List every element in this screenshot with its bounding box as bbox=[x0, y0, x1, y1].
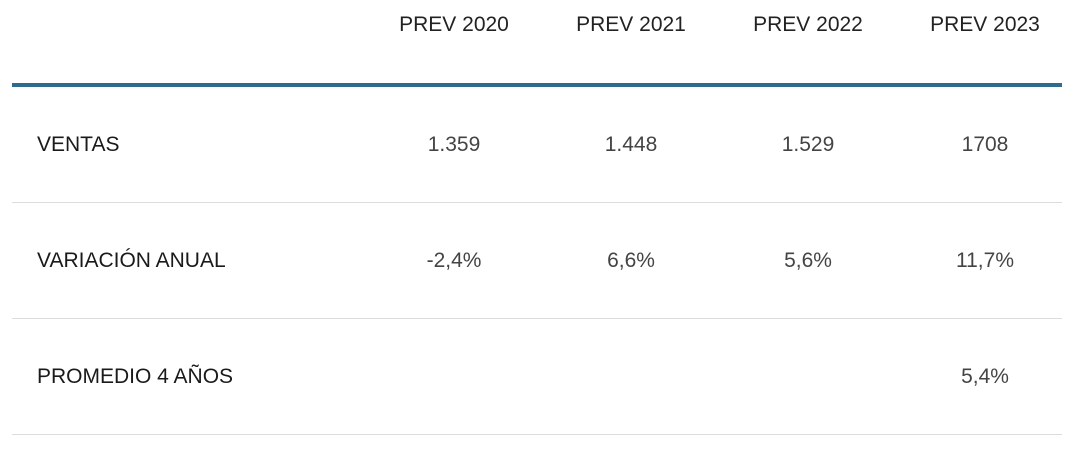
cell-value: 6,6% bbox=[607, 249, 655, 272]
header-rule bbox=[12, 83, 1062, 87]
row-separator bbox=[12, 318, 1062, 319]
cell-value: -2,4% bbox=[426, 249, 482, 272]
cell-value: 5,6% bbox=[784, 249, 832, 272]
column-header: PREV 2022 bbox=[753, 13, 863, 36]
column-header: PREV 2021 bbox=[576, 13, 686, 36]
row-separator bbox=[12, 434, 1062, 435]
row-label: PROMEDIO 4 AÑOS bbox=[37, 365, 234, 388]
row-separator bbox=[12, 202, 1062, 203]
column-header: PREV 2023 bbox=[930, 13, 1040, 36]
row-label: VARIACIÓN ANUAL bbox=[37, 249, 226, 272]
column-header: PREV 2020 bbox=[399, 13, 509, 36]
cell-value: 1.448 bbox=[604, 133, 658, 156]
cell-value: 5,4% bbox=[961, 365, 1009, 388]
row-label: VENTAS bbox=[37, 133, 120, 156]
cell-value: 1.529 bbox=[781, 133, 835, 156]
cell-value: 11,7% bbox=[956, 249, 1014, 272]
cell-value: 1.359 bbox=[427, 133, 481, 156]
cell-value: 1708 bbox=[961, 133, 1009, 156]
